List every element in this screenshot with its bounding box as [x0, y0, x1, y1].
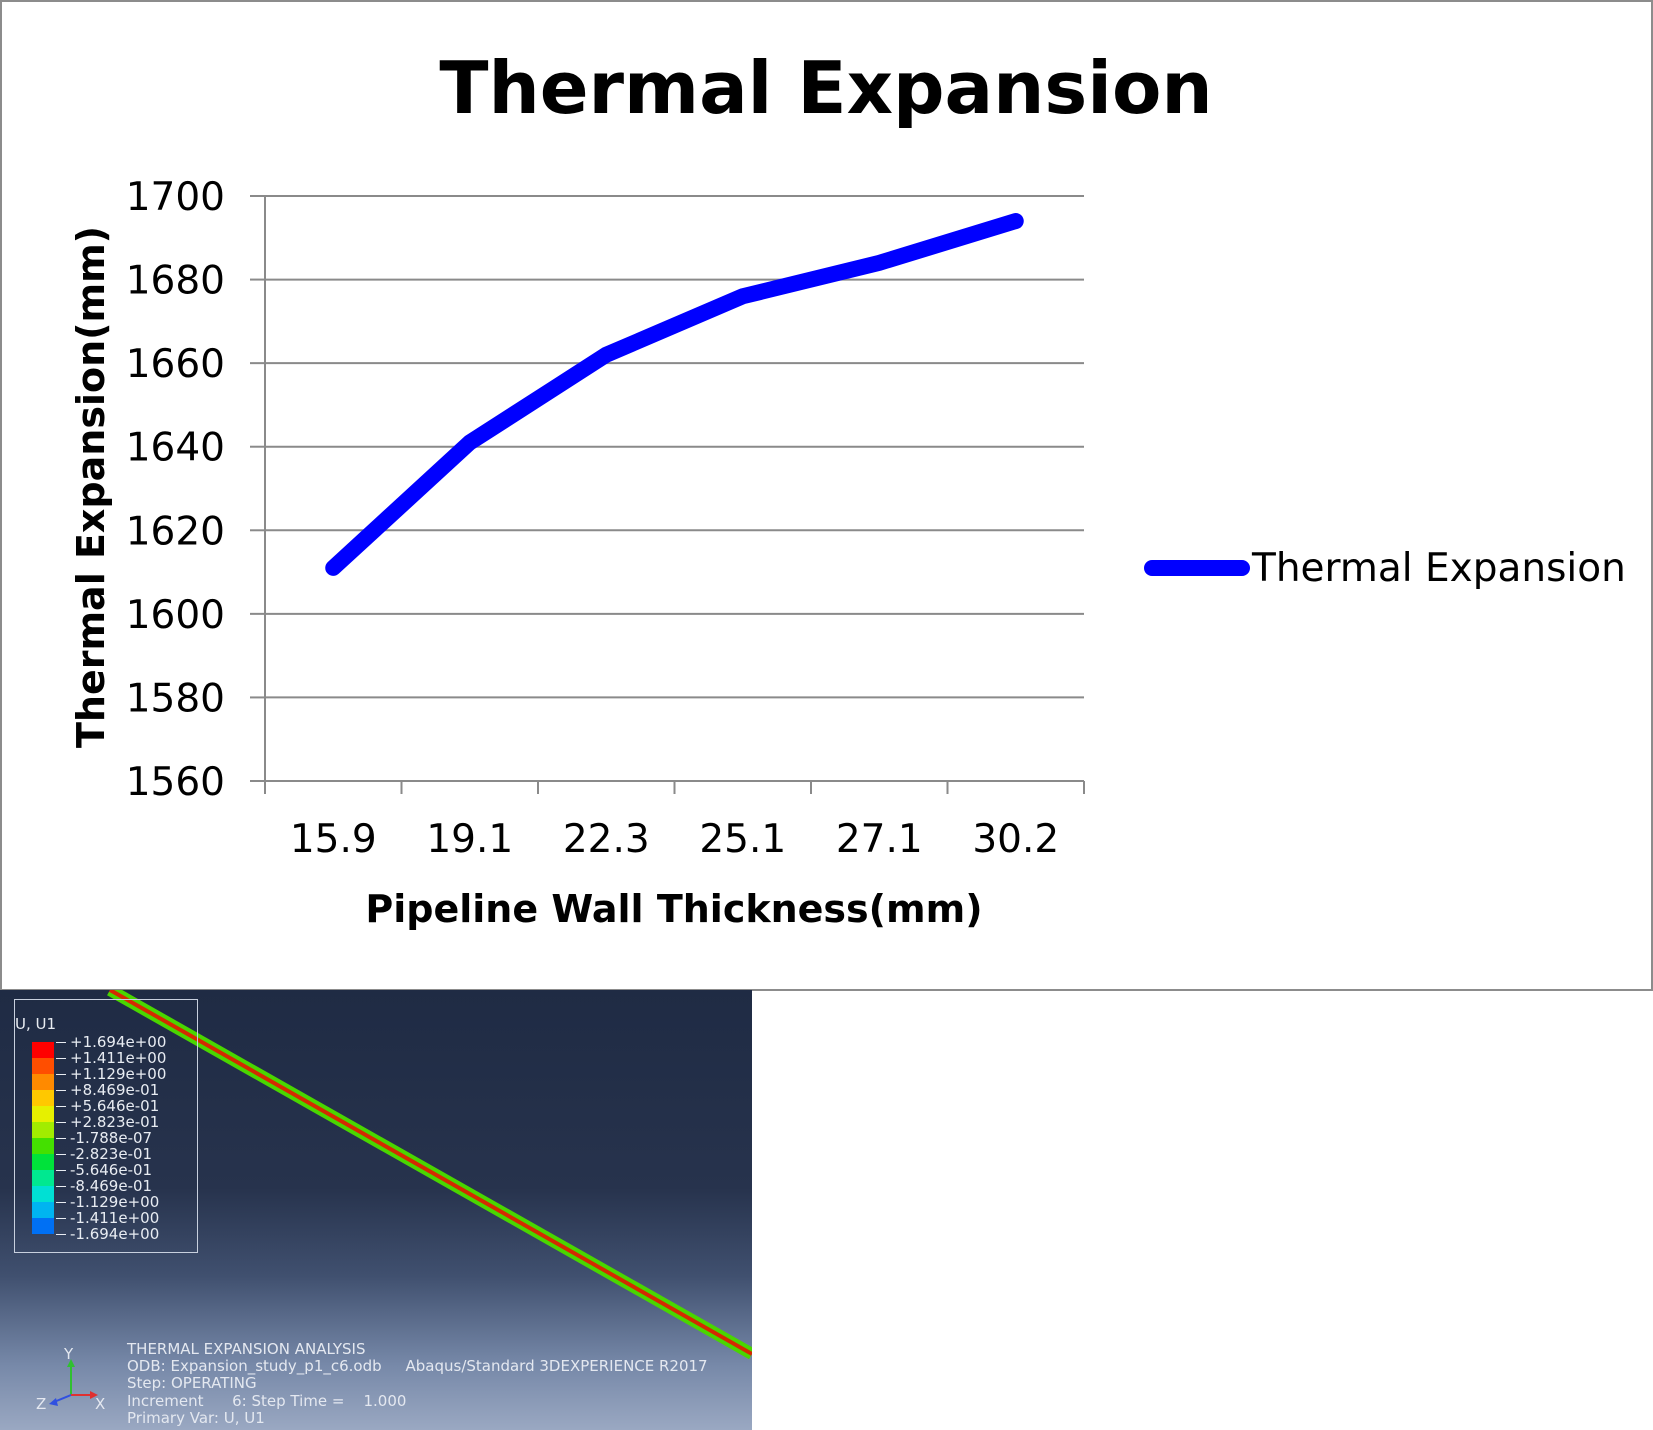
colorbar-swatch: [32, 1058, 54, 1074]
colorbar-tick: [56, 1074, 66, 1075]
y-tick-label: 1620: [126, 509, 225, 554]
colorbar-level: -2.823e-01: [17, 1145, 187, 1170]
colorbar-level: -1.411e+00: [17, 1209, 187, 1234]
x-tick-label: 15.9: [290, 817, 377, 862]
colorbar-swatch: [32, 1106, 54, 1122]
colorbar-label: +1.694e+00: [70, 1033, 167, 1051]
colorbar-label: -8.469e-01: [70, 1177, 153, 1195]
colorbar-tick: [56, 1138, 66, 1139]
increment-info: Increment 6: Step Time = 1.000: [127, 1392, 407, 1410]
x-tick-label: 27.1: [836, 817, 923, 862]
colorbar-tick: [56, 1170, 66, 1171]
colorbar-level: -5.646e-01: [17, 1161, 187, 1186]
colorbar-label: +5.646e-01: [70, 1097, 160, 1115]
x-tick-label: 22.3: [563, 817, 650, 862]
colorbar-level: -1.129e+00: [17, 1193, 187, 1218]
colorbar-label: +8.469e-01: [70, 1081, 160, 1099]
colorbar-tick: [56, 1090, 66, 1091]
step-info: Step: OPERATING: [127, 1374, 257, 1392]
y-tick-label: 1640: [126, 426, 225, 471]
colorbar-tick: [56, 1042, 66, 1043]
chart-frame: Thermal Expansion 1560 1580 1600 1620 1640 16…: [0, 0, 1653, 991]
contour-legend-box: [14, 999, 198, 1253]
series-layer: [325, 213, 1024, 576]
colorbar-level: -8.469e-01: [17, 1177, 187, 1202]
colorbar-swatch: [32, 1218, 54, 1234]
y-tick-label: 1680: [126, 259, 225, 304]
colorbar-swatch: [32, 1170, 54, 1186]
colorbar-tick: [56, 1122, 66, 1123]
pipe-core-band: [109, 990, 752, 1356]
colorbar-tick: [56, 1202, 66, 1203]
y-tick-label: 1700: [126, 175, 225, 220]
colorbar-swatch: [32, 1186, 54, 1202]
colorbar-swatch: [32, 1090, 54, 1106]
colorbar-label: -1.411e+00: [70, 1209, 160, 1227]
y-tick-label: 1660: [126, 342, 225, 387]
colorbar-tick: [56, 1106, 66, 1107]
colorbar-level: +1.411e+00: [17, 1049, 187, 1074]
colorbar-level: +8.469e-01: [17, 1081, 187, 1106]
colorbar-level: -1.694e+00: [17, 1225, 187, 1250]
axis-layer: 1560 1580 1600 1620 1640 1660 1680 1700 15.9 19.1…: [126, 175, 1085, 862]
legend-label: Thermal Expansion: [1251, 546, 1626, 591]
colorbar-tick: [56, 1186, 66, 1187]
colorbar-swatch: [32, 1074, 54, 1090]
colorbar-level: +2.823e-01: [17, 1113, 187, 1138]
y-tick-label: 1600: [126, 593, 225, 638]
triad-y-label: Y: [64, 1345, 74, 1363]
triad-x-label: X: [95, 1395, 106, 1413]
colorbar-tick: [56, 1234, 66, 1235]
colorbar-swatch: [32, 1122, 54, 1138]
colorbar-label: -1.129e+00: [70, 1193, 160, 1211]
x-tick-label: 19.1: [426, 817, 513, 862]
fea-viewport[interactable]: U, U1 +1.694e+00 +1.411e+00 +1.129e+00 +8.4…: [0, 990, 752, 1430]
x-tick-label: 30.2: [972, 817, 1059, 862]
colorbar-level: +1.129e+00: [17, 1065, 187, 1090]
y-tick-label: 1580: [126, 676, 225, 721]
colorbar-label: -1.694e+00: [70, 1225, 160, 1243]
colorbar-label: -1.788e-07: [70, 1129, 153, 1147]
colorbar-level: +1.694e+00: [17, 1033, 187, 1058]
chart-legend: Thermal Expansion: [1144, 546, 1626, 591]
series-line: [325, 213, 1024, 576]
axis-triad-icon: [49, 1359, 98, 1406]
colorbar-tick: [56, 1218, 66, 1219]
primary-var-info: Primary Var: U, U1: [127, 1409, 265, 1427]
colorbar-swatch: [32, 1042, 54, 1058]
colorbar-swatch: [32, 1138, 54, 1154]
thermal-expansion-chart: Thermal Expansion 1560 1580 1600 1620 1640 16…: [69, 46, 1626, 931]
colorbar-level: +5.646e-01: [17, 1097, 187, 1122]
grid-layer: [265, 195, 1084, 699]
y-axis-title: Thermal Expansion(mm): [69, 226, 113, 748]
colorbar-swatch: [32, 1202, 54, 1218]
fea-model-view: [107, 990, 752, 1360]
colorbar-swatch: [32, 1154, 54, 1170]
x-tick-label: 25.1: [699, 817, 786, 862]
contour-legend-title: U, U1: [15, 1015, 57, 1033]
triad-z-label: Z: [36, 1395, 47, 1413]
y-tick-label: 1560: [126, 760, 225, 805]
colorbar-level: -1.788e-07: [17, 1129, 187, 1154]
colorbar-label: +1.129e+00: [70, 1065, 167, 1083]
colorbar-label: -5.646e-01: [70, 1161, 153, 1179]
analysis-title: THERMAL EXPANSION ANALYSIS: [127, 1340, 366, 1358]
colorbar-label: +1.411e+00: [70, 1049, 167, 1067]
colorbar-label: +2.823e-01: [70, 1113, 160, 1131]
colorbar-label: -2.823e-01: [70, 1145, 153, 1163]
colorbar-tick: [56, 1154, 66, 1155]
chart-title: Thermal Expansion: [439, 46, 1212, 130]
x-axis-title: Pipeline Wall Thickness(mm): [365, 887, 982, 931]
odb-info: ODB: Expansion_study_p1_c6.odb Abaqus/St…: [127, 1357, 708, 1375]
colorbar-tick: [56, 1058, 66, 1059]
